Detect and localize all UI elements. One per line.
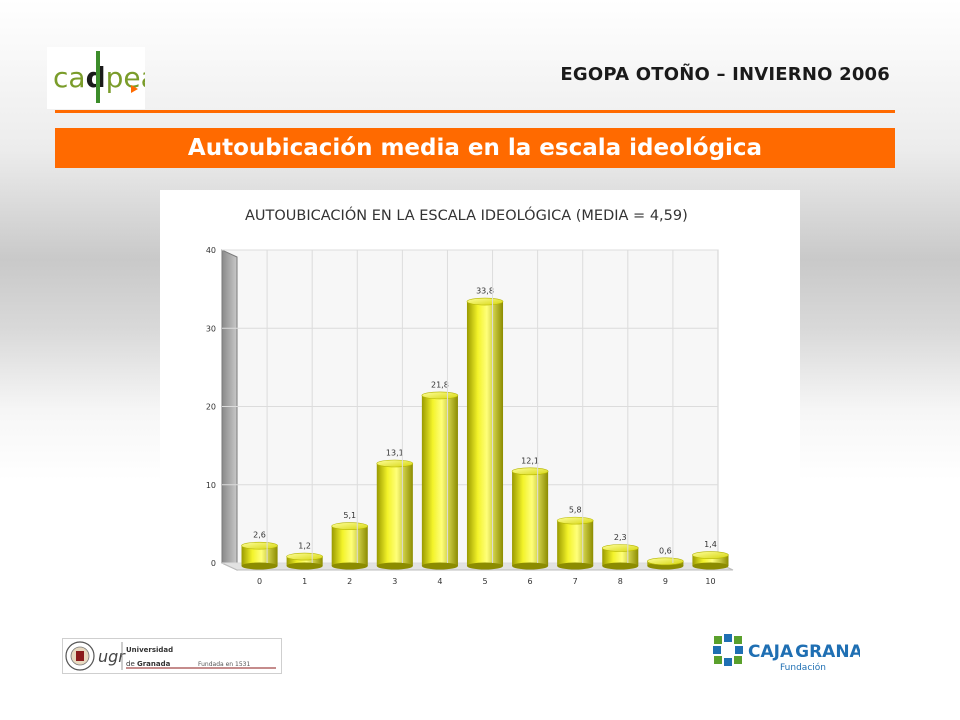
bar-4 bbox=[421, 391, 459, 570]
bar-body bbox=[331, 526, 368, 566]
bar-cap bbox=[647, 557, 684, 566]
bar-9 bbox=[647, 557, 684, 570]
value-label: 33,8 bbox=[476, 287, 494, 296]
x-tick-label: 6 bbox=[528, 577, 533, 586]
bar-base bbox=[286, 562, 323, 570]
bar-cap bbox=[466, 297, 504, 306]
x-tick-label: 3 bbox=[392, 577, 397, 586]
value-label: 21,8 bbox=[431, 380, 449, 389]
ugr-brand: ugr bbox=[98, 647, 126, 666]
bar-body bbox=[512, 471, 549, 566]
fundacion-word: Fundación bbox=[780, 662, 826, 673]
bar-base bbox=[466, 562, 504, 570]
y-tick-label: 40 bbox=[206, 246, 216, 255]
bar-7 bbox=[556, 516, 594, 570]
bar-cap bbox=[601, 544, 639, 552]
chart-panel: AUTOUBICACIÓN EN LA ESCALA IDEOLÓGICA (M… bbox=[160, 190, 800, 626]
bar-body bbox=[557, 520, 594, 566]
x-tick-label: 1 bbox=[302, 577, 307, 586]
ugr-line2a: de bbox=[126, 660, 137, 668]
bar-cap bbox=[241, 541, 278, 550]
bar-body bbox=[241, 545, 278, 566]
bar-2 bbox=[331, 522, 369, 570]
granada-word: GRANADA bbox=[795, 642, 860, 662]
value-label: 5,1 bbox=[343, 511, 356, 520]
bar-8 bbox=[601, 544, 639, 570]
value-label: 2,3 bbox=[614, 533, 627, 542]
bar-5 bbox=[466, 297, 504, 570]
chart-title: AUTOUBICACIÓN EN LA ESCALA IDEOLÓGICA (M… bbox=[245, 206, 688, 224]
bar-base bbox=[512, 562, 549, 570]
ugr-logo: ugr Universidad de Granada Fundada en 15… bbox=[62, 638, 282, 674]
x-tick-label: 0 bbox=[257, 577, 262, 586]
caja-word: CAJA bbox=[748, 642, 794, 662]
bar-body bbox=[692, 555, 729, 566]
bar-base bbox=[557, 562, 594, 570]
bar-6 bbox=[511, 467, 549, 570]
y-tick-label: 20 bbox=[206, 403, 216, 412]
value-label: 5,8 bbox=[569, 506, 582, 515]
bar-cap bbox=[421, 391, 459, 400]
x-tick-label: 5 bbox=[482, 577, 487, 586]
caja-granada-logo: CAJAGRANADA Fundación bbox=[710, 630, 891, 676]
chart-side-wall bbox=[221, 249, 238, 571]
bar-cap bbox=[286, 552, 323, 561]
ugr-line1: Universidad bbox=[126, 646, 173, 654]
value-label: 13,1 bbox=[386, 448, 404, 457]
bar-base bbox=[376, 562, 413, 570]
header-divider bbox=[55, 110, 895, 113]
bar-body bbox=[602, 548, 639, 566]
bar-base bbox=[331, 562, 368, 570]
bar-base bbox=[692, 562, 729, 570]
value-label: 1,2 bbox=[298, 542, 311, 551]
ugr-founded: Fundada en 1531 bbox=[198, 661, 250, 668]
caja-granada-emblem-icon bbox=[713, 634, 743, 666]
x-tick-label: 7 bbox=[573, 577, 578, 586]
value-label: 2,6 bbox=[253, 531, 266, 540]
bar-body bbox=[286, 556, 323, 566]
svg-text:de Granada: de Granada bbox=[126, 660, 171, 668]
bar-chart: AUTOUBICACIÓN EN LA ESCALA IDEOLÓGICA (M… bbox=[206, 206, 734, 586]
bar-cap bbox=[692, 551, 729, 559]
bar-3 bbox=[376, 459, 414, 570]
x-tick-label: 8 bbox=[618, 577, 623, 586]
bar-10 bbox=[692, 551, 729, 570]
value-label: 0,6 bbox=[659, 546, 672, 555]
cadpea-logo: cadpea bbox=[47, 47, 158, 109]
bar-0 bbox=[241, 541, 278, 570]
x-tick-label: 9 bbox=[663, 577, 668, 586]
x-tick-label: 10 bbox=[705, 577, 715, 586]
bar-base bbox=[602, 562, 639, 570]
bar-cap bbox=[376, 459, 414, 468]
bar-1 bbox=[286, 552, 323, 570]
svg-text:CAJAGRANADA: CAJAGRANADA bbox=[748, 642, 860, 662]
bar-body bbox=[421, 395, 458, 566]
y-tick-label: 30 bbox=[206, 324, 216, 333]
logo-arrow-icon bbox=[131, 85, 138, 93]
y-tick-label: 10 bbox=[206, 481, 216, 490]
bar-base bbox=[241, 562, 278, 570]
bar-cap bbox=[511, 467, 549, 476]
value-label: 1,4 bbox=[704, 540, 717, 549]
x-tick-label: 4 bbox=[437, 577, 442, 586]
header-title: EGOPA OTOÑO – INVIERNO 2006 bbox=[560, 64, 890, 85]
bar-cap bbox=[556, 516, 594, 525]
bar-body bbox=[466, 301, 504, 566]
bar-body bbox=[376, 463, 413, 566]
bar-cap bbox=[331, 522, 369, 530]
slide-title: Autoubicación media en la escala ideológ… bbox=[55, 128, 895, 168]
x-tick-label: 2 bbox=[347, 577, 352, 586]
ugr-line2b: Granada bbox=[137, 660, 171, 668]
bar-base bbox=[421, 562, 458, 570]
y-tick-label: 0 bbox=[211, 559, 216, 568]
value-label: 12,1 bbox=[521, 456, 539, 465]
